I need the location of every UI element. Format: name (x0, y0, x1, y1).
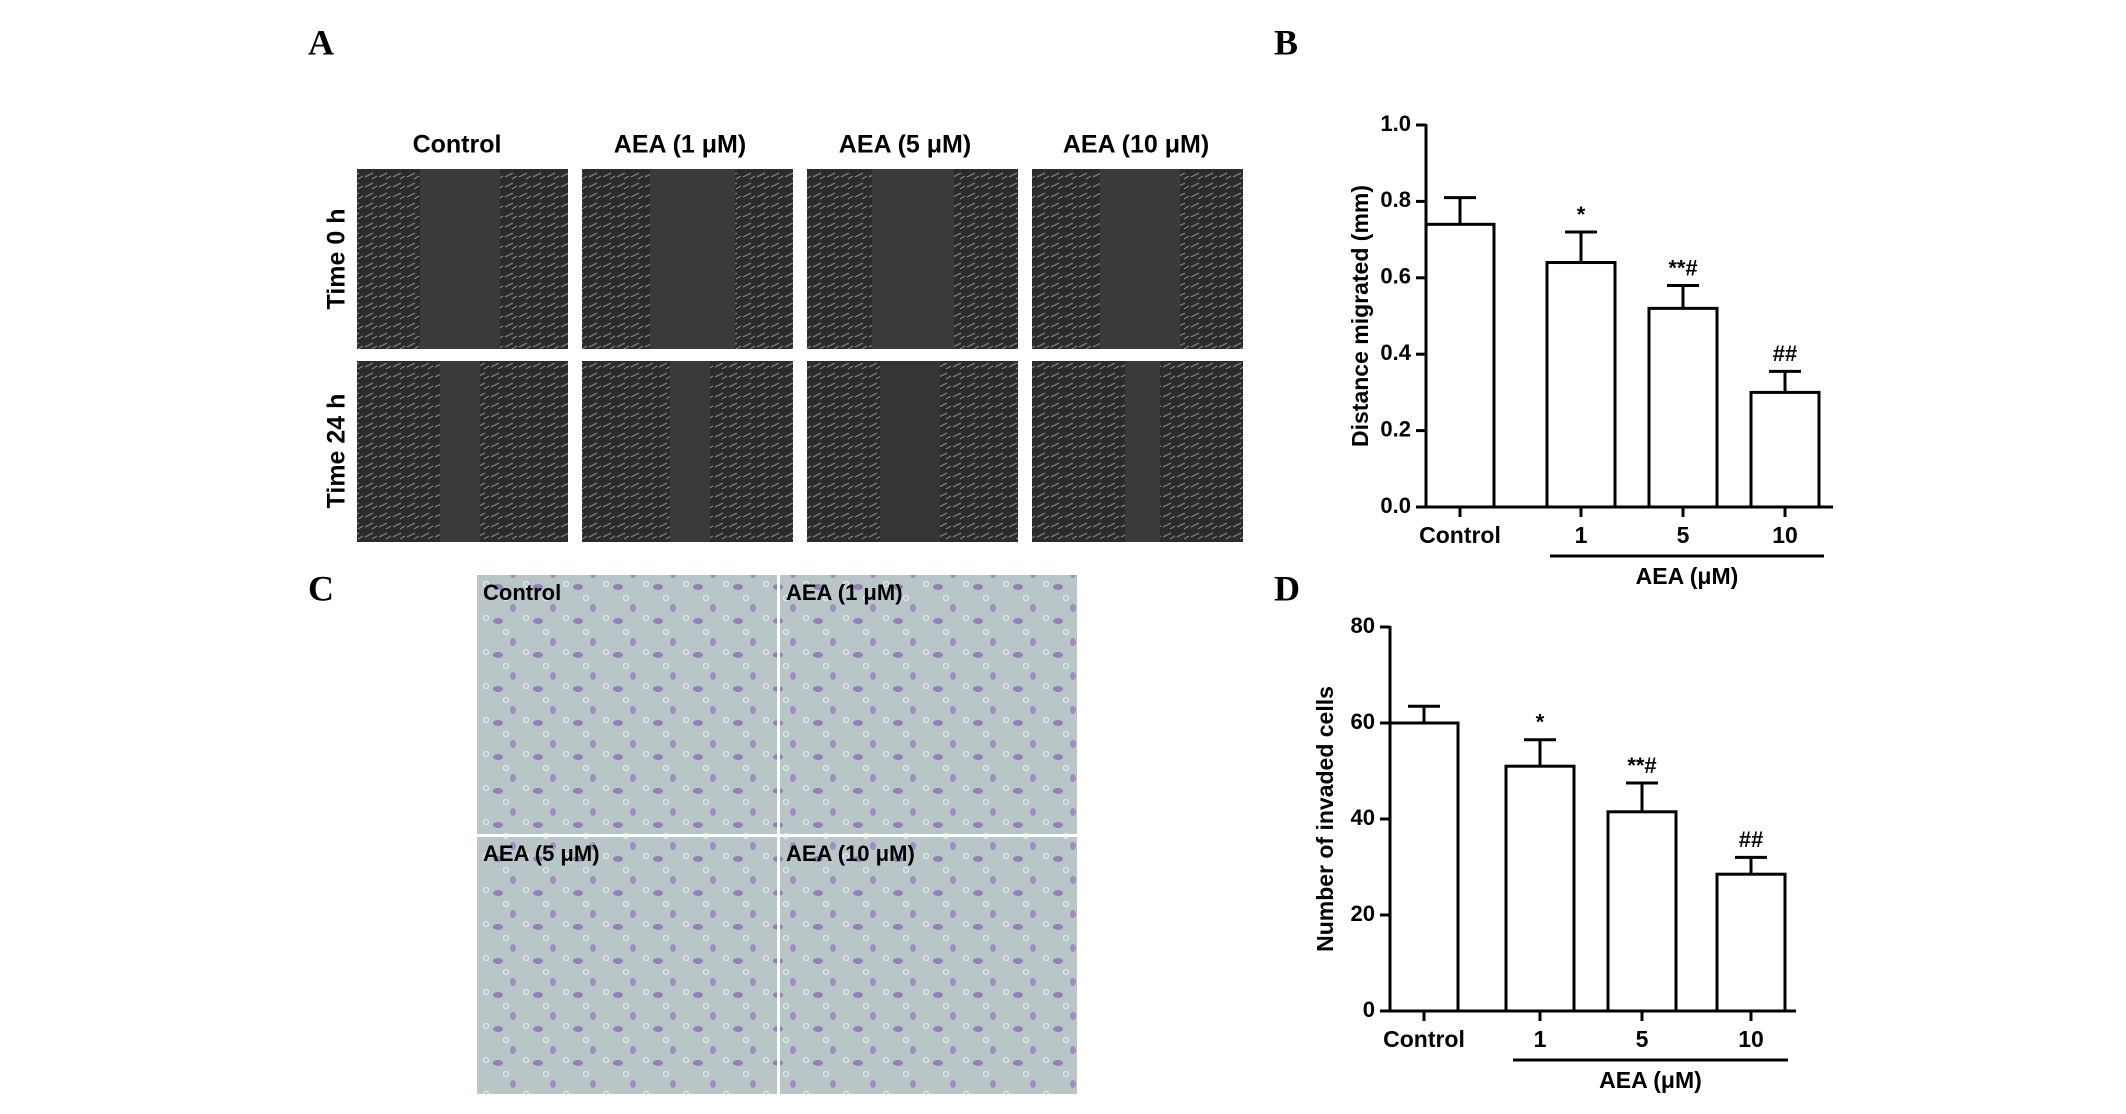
micrograph (807, 169, 1018, 349)
image-label: AEA (1 μM) (786, 580, 903, 605)
x-tick-label: Control (1383, 1026, 1465, 1052)
x-tick-label: 10 (1738, 1026, 1764, 1052)
y-tick-label: 60 (1351, 709, 1375, 734)
panel-letter: D (1274, 568, 1300, 608)
micrograph (477, 575, 777, 834)
annotation: * (1577, 202, 1586, 227)
annotation: **# (1627, 753, 1656, 778)
annotation: ## (1773, 341, 1797, 366)
y-tick-label: 40 (1351, 805, 1375, 830)
image-label: Control (483, 580, 561, 605)
x-tick-label: 5 (1677, 522, 1690, 548)
y-tick-label: 20 (1351, 901, 1375, 926)
group-label: AEA (μM) (1636, 563, 1739, 589)
column-header: AEA (10 μM) (1063, 131, 1209, 159)
bar (1424, 222, 1496, 509)
annotation: * (1536, 710, 1545, 735)
row-header: Time 0 h (323, 209, 351, 310)
micrograph (780, 575, 1077, 834)
annotation: ## (1739, 827, 1763, 852)
group-label: AEA (μM) (1599, 1067, 1702, 1093)
panel-letter: C (308, 568, 334, 608)
micrograph (1032, 361, 1243, 542)
y-axis-label: Distance migrated (mm) (1347, 185, 1373, 447)
image-label: AEA (10 μM) (786, 841, 915, 866)
micrograph (357, 169, 568, 349)
micrograph (357, 361, 568, 542)
x-tick-label: 5 (1636, 1026, 1649, 1052)
y-tick-label: 0.2 (1380, 416, 1411, 441)
x-tick-label: 1 (1575, 522, 1588, 548)
x-tick-label: 1 (1534, 1026, 1547, 1052)
y-tick-label: 1.0 (1380, 111, 1411, 136)
bar (1504, 764, 1576, 1013)
column-header: Control (413, 131, 502, 159)
annotation: **# (1668, 255, 1697, 280)
bar (1749, 390, 1821, 509)
bar (1545, 261, 1617, 509)
panel-a (357, 169, 1243, 542)
panel-c (477, 575, 1077, 1094)
micrograph (582, 169, 793, 349)
image-label: AEA (5 μM) (483, 841, 600, 866)
y-tick-label: 0 (1363, 997, 1375, 1022)
y-tick-label: 0.0 (1380, 493, 1411, 518)
bar (1388, 721, 1460, 1013)
column-header: AEA (5 μM) (839, 131, 971, 159)
micrograph (477, 837, 777, 1094)
bar (1647, 306, 1719, 509)
column-header: AEA (1 μM) (614, 131, 746, 159)
panel-letter: A (308, 22, 334, 62)
y-tick-label: 80 (1351, 613, 1375, 638)
x-tick-label: 10 (1772, 522, 1798, 548)
y-tick-label: 0.4 (1380, 340, 1411, 365)
x-tick-label: Control (1419, 522, 1501, 548)
micrograph (582, 361, 793, 542)
bar (1715, 872, 1787, 1013)
y-axis-label: Number of invaded cells (1312, 686, 1338, 952)
micrograph (1032, 169, 1243, 349)
bar (1606, 810, 1678, 1013)
y-tick-label: 0.6 (1380, 264, 1411, 289)
micrograph (807, 361, 1018, 542)
panel-letter: B (1274, 22, 1298, 62)
micrograph (780, 837, 1077, 1094)
row-header: Time 24 h (323, 394, 351, 509)
y-tick-label: 0.8 (1380, 187, 1411, 212)
